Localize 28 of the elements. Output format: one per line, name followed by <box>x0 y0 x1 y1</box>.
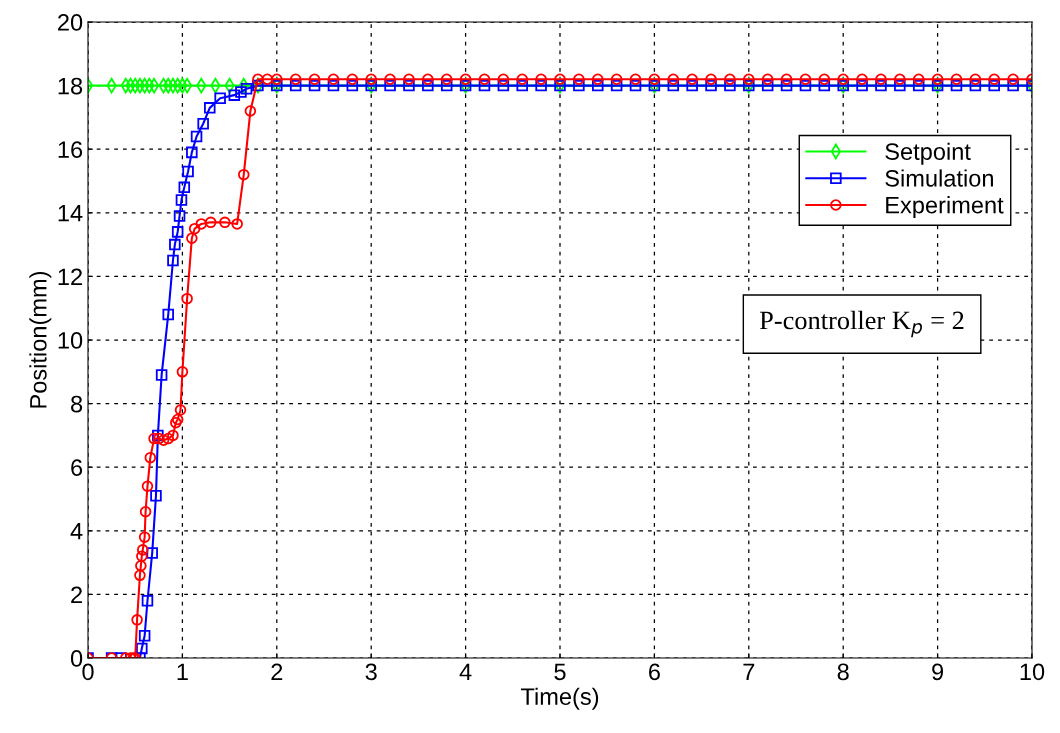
y-tick-label: 0 <box>70 650 83 667</box>
x-axis-title: Time(s) <box>520 687 599 710</box>
x-tick-label: 6 <box>649 663 660 681</box>
legend-label: Experiment <box>886 196 1004 219</box>
x-tick-label: 4 <box>459 663 472 680</box>
x-tick-label: 7 <box>743 663 755 680</box>
x-tick-label: 2 <box>271 663 283 680</box>
y-tick-label: 6 <box>71 459 83 476</box>
x-tick-label: 5 <box>554 663 566 681</box>
annotation: P-controller K$_{p}$ = 2 <box>759 310 964 338</box>
y-tick-label: 10 <box>58 332 83 349</box>
x-tick-label: 9 <box>932 663 944 681</box>
y-tick-label: 16 <box>58 141 83 158</box>
y-tick-label: 14 <box>58 205 83 222</box>
y-tick-label: 18 <box>58 77 83 95</box>
y-axis-title: Position(mm) <box>29 271 52 408</box>
x-tick-label: 3 <box>365 663 377 681</box>
y-tick-label: 8 <box>71 395 83 413</box>
x-tick-label: 10 <box>1020 663 1045 681</box>
legend-label: Simulation <box>885 169 993 187</box>
y-tick-label: 4 <box>70 523 83 540</box>
x-tick-label: 8 <box>837 663 849 681</box>
x-tick-label: 1 <box>177 663 188 680</box>
x-tick-label: 0 <box>82 663 94 681</box>
y-tick-label: 12 <box>58 268 82 285</box>
y-tick-label: 20 <box>58 14 83 31</box>
legend-label: Setpoint <box>885 142 971 165</box>
y-tick-label: 2 <box>71 586 82 603</box>
